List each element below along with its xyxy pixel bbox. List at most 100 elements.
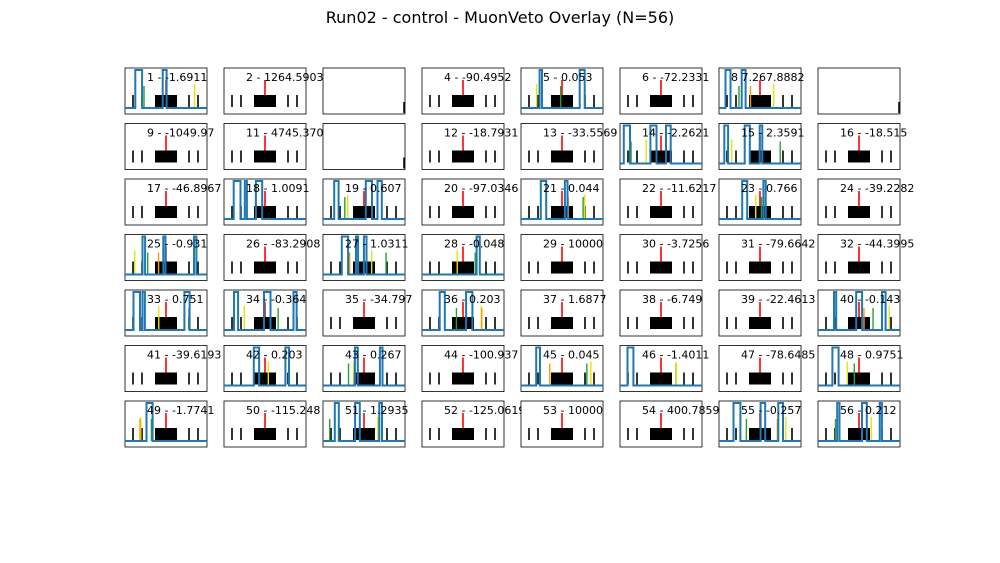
center-block (452, 317, 474, 329)
panel: 35 - -34.797 (322, 289, 412, 337)
waveform-trace (818, 402, 900, 442)
center-block (650, 428, 672, 440)
panel-label: 51 - 1.2935 (345, 404, 408, 417)
panel: 56 - 0.212 (817, 400, 901, 448)
panel-label: 4 - -90.4952 (444, 71, 511, 84)
panel: 44 - -100.937 (421, 345, 518, 392)
center-block (353, 428, 375, 440)
panel: 21 - 0.044 (520, 178, 604, 226)
panel-label: 38 - -6.749 (642, 293, 702, 306)
panel-frame (817, 67, 901, 115)
panel: 17 - -46.8967 (124, 178, 221, 226)
panel: 39 - -22.4613 (718, 289, 815, 337)
center-block (155, 428, 177, 440)
panel-label: 52 - -125.0619 (444, 404, 525, 417)
panel: 54 - 400.7859 (619, 400, 719, 448)
waveform-trace (323, 402, 405, 442)
panel-label: 33 - 0.751 (147, 293, 203, 306)
panel-label: 41 - -39.6193 (147, 349, 221, 362)
panel-label: 49 - -1.7741 (147, 404, 214, 417)
panel-label: 18 - 1.0091 (246, 182, 309, 195)
center-block (650, 317, 672, 329)
panel (322, 67, 406, 115)
panel-label: 28 - -0.048 (444, 238, 504, 251)
panel: 20 - -97.0346 (421, 178, 518, 226)
panel: 55 - -0.257 (718, 400, 801, 448)
panel: 25 - -0.931 (124, 234, 207, 281)
panel (817, 67, 901, 115)
panel: 52 - -125.0619 (421, 400, 525, 448)
center-block (452, 428, 474, 440)
panel-label: 30 - -3.7256 (642, 238, 709, 251)
waveform-trace (620, 346, 702, 387)
center-block (848, 150, 870, 163)
panel: 42 - 0.203 (223, 345, 307, 392)
center-block (650, 206, 672, 218)
center-block (650, 372, 672, 385)
waveform-trace (323, 235, 405, 276)
panel: 18 - 1.0091 (223, 178, 309, 226)
panel: 47 - -78.6485 (718, 345, 815, 392)
panel-label: 20 - -97.0346 (444, 182, 518, 195)
panel-label: 19 - 0.607 (345, 182, 401, 195)
center-block (551, 428, 573, 440)
panel-label: 22 - -11.6217 (642, 182, 716, 195)
center-block (650, 261, 672, 274)
panel: 53 - 10000 (520, 400, 604, 448)
panel: 5 - 0.053 (520, 67, 604, 115)
panel-label: 29 - 10000 (543, 238, 603, 251)
panel-label: 16 - -18.515 (840, 127, 907, 140)
panel-label: 13 - -33.5569 (543, 127, 617, 140)
center-block (452, 261, 474, 274)
panel: 13 - -33.5569 (520, 123, 617, 170)
panel-label: 46 - -1.4011 (642, 349, 709, 362)
center-block (254, 428, 276, 440)
waveform-trace (125, 235, 207, 276)
panel: 40 - -0.143 (817, 289, 900, 337)
panel: 49 - -1.7741 (124, 400, 214, 448)
panel: 22 - -11.6217 (619, 178, 716, 226)
panel (322, 123, 406, 170)
panel: 23 - 0.766 (718, 178, 802, 226)
panel-label: 55 - -0.257 (741, 404, 801, 417)
panel-label: 50 - -115.248 (246, 404, 320, 417)
panel: 38 - -6.749 (619, 289, 702, 337)
center-block (749, 372, 771, 385)
panel-label: 36 - 0.203 (444, 293, 500, 306)
panel: 50 - -115.248 (223, 400, 320, 448)
center-block (848, 428, 870, 440)
panel: 33 - 0.751 (124, 289, 208, 337)
panel: 14 - -2.2621 (619, 123, 709, 170)
panel: 2 - 1264.5903 (223, 67, 323, 115)
panel-label: 11 - 4745.3705 (246, 127, 330, 140)
panel-label: 40 - -0.143 (840, 293, 900, 306)
panel-label: 44 - -100.937 (444, 349, 518, 362)
panel: 31 - -79.6642 (718, 234, 815, 281)
panel-label: 24 - -39.2282 (840, 182, 914, 195)
panel: 4 - -90.4952 (421, 67, 511, 115)
center-block (551, 206, 573, 218)
panel: 24 - -39.2282 (817, 178, 914, 226)
center-block (155, 372, 177, 385)
panel-label: 42 - 0.203 (246, 349, 302, 362)
center-block (650, 95, 672, 107)
waveform-trace (422, 235, 504, 276)
panel: 16 - -18.515 (817, 123, 907, 170)
waveform-trace (125, 402, 207, 442)
panel: 45 - 0.045 (520, 345, 604, 392)
panel-label: 27 - 1.0311 (345, 238, 408, 251)
center-block (551, 317, 573, 329)
center-block (254, 372, 276, 385)
panel-label: 5 - 0.053 (543, 71, 592, 84)
center-block (353, 317, 375, 329)
panel-label: 35 - -34.797 (345, 293, 412, 306)
center-block (551, 261, 573, 274)
panel-label: 8 7.267.8882 (731, 71, 804, 84)
panel-label: 6 - -72.2331 (642, 71, 709, 84)
center-block (848, 261, 870, 274)
panel: 51 - 1.2935 (322, 400, 408, 448)
center-block (452, 95, 474, 107)
waveform-trace (521, 69, 603, 109)
center-block (749, 206, 771, 218)
waveform-trace (422, 291, 504, 331)
